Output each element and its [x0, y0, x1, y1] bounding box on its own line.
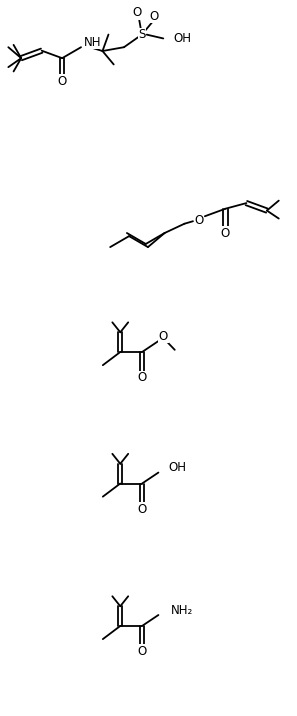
Text: O: O [138, 371, 147, 384]
Text: OH: OH [173, 32, 191, 45]
Text: O: O [194, 214, 203, 227]
Text: O: O [159, 329, 168, 342]
Text: O: O [132, 6, 142, 19]
Text: O: O [138, 645, 147, 658]
Text: O: O [138, 503, 147, 516]
Text: O: O [150, 9, 159, 23]
Text: OH: OH [168, 461, 186, 474]
Text: S: S [138, 28, 146, 41]
Text: NH: NH [84, 36, 102, 49]
Text: NH₂: NH₂ [171, 604, 194, 616]
Text: O: O [221, 227, 230, 240]
Text: O: O [58, 75, 67, 88]
